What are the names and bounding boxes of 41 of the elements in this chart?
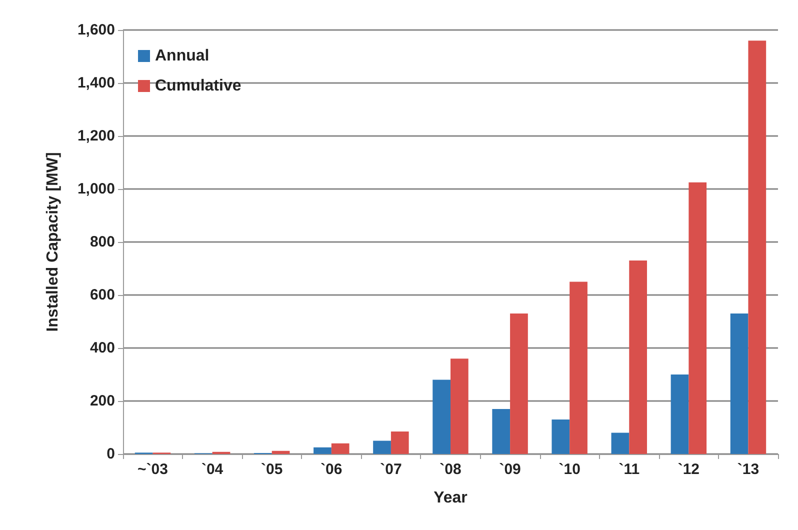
x-tick-label: `11 (618, 461, 640, 478)
bar (314, 447, 332, 454)
x-tick-label: `10 (558, 461, 580, 478)
legend-label: Cumulative (155, 78, 242, 94)
bar (432, 380, 450, 454)
x-tick-label: `09 (499, 461, 521, 478)
y-tick-label: 0 (106, 446, 115, 462)
x-axis-title: Year (434, 490, 468, 506)
x-tick-label: ~`03 (138, 461, 168, 478)
bar (670, 374, 689, 454)
x-tick-label: `12 (678, 461, 700, 478)
bar (492, 408, 510, 454)
x-tick-label: `04 (201, 461, 224, 478)
y-axis-title: Installed Capacity [MW] (44, 152, 62, 332)
x-tick-label: `06 (320, 461, 342, 478)
x-tick-label: `05 (261, 461, 283, 478)
x-tick-label: `07 (380, 461, 402, 478)
bar (611, 432, 630, 454)
y-tick-label: 600 (90, 286, 115, 304)
bar (272, 450, 290, 454)
bar (331, 443, 350, 454)
bar (688, 182, 707, 454)
bar (390, 431, 409, 454)
bar (552, 420, 570, 454)
bar (748, 40, 766, 454)
legend-label: Annual (155, 48, 210, 64)
y-tick-label: 1,200 (77, 128, 115, 144)
bar (510, 314, 528, 454)
bar (373, 440, 391, 454)
x-tick-label: `13 (737, 461, 760, 478)
y-tick-label: 1,600 (77, 22, 115, 38)
bar (570, 282, 588, 454)
y-tick-label: 1,400 (77, 74, 115, 92)
bar (450, 358, 468, 454)
y-tick-label: 800 (90, 234, 115, 250)
bar (730, 314, 748, 454)
y-tick-label: 1,000 (77, 180, 115, 198)
y-tick-label: 200 (90, 392, 115, 410)
y-tick-label: 400 (90, 340, 115, 356)
bar (629, 260, 647, 454)
x-tick-label: `08 (440, 461, 462, 478)
